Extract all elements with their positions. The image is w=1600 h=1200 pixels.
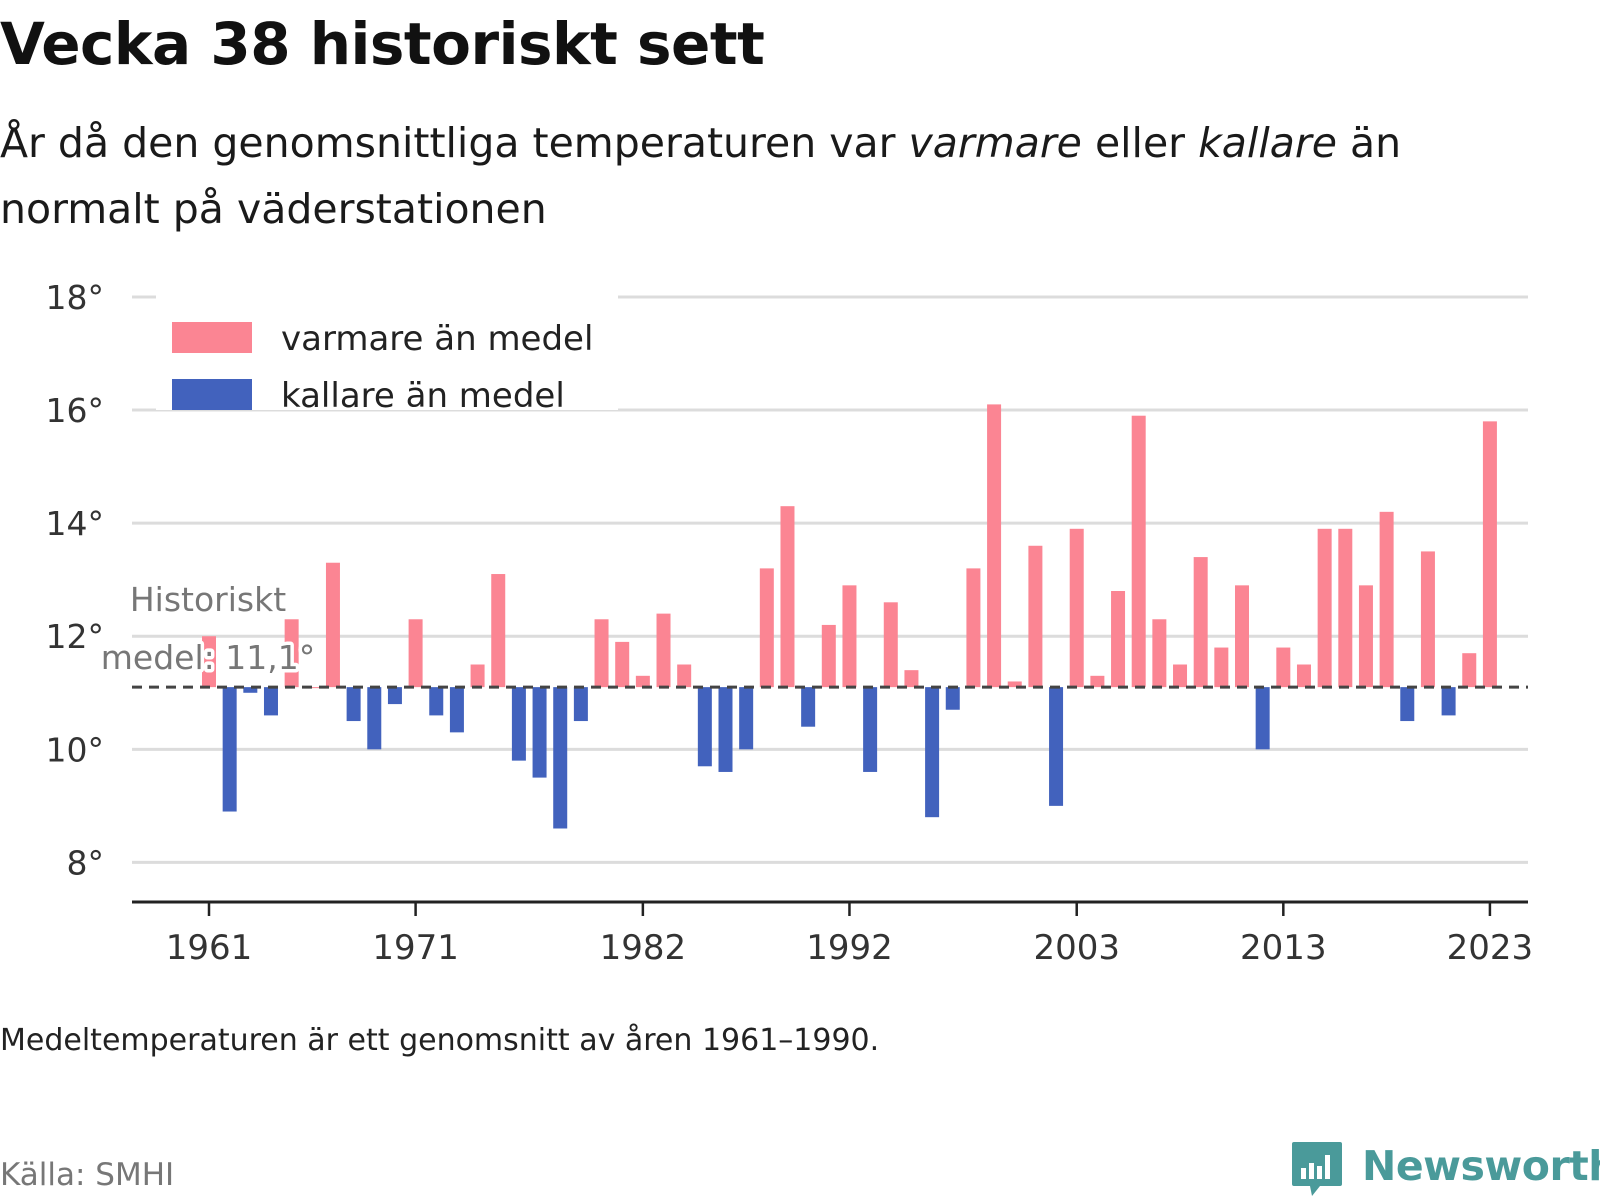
warm-bar-1992 (842, 585, 857, 688)
warm-bar-1989 (780, 506, 795, 688)
warm-bar-1999 (987, 404, 1002, 688)
legend-swatch (172, 322, 252, 353)
warm-bar-2014 (1296, 664, 1311, 688)
cold-bar-1979 (573, 687, 588, 722)
cold-bar-1962 (222, 687, 237, 812)
page-title: Vecka 38 historiskt sett (0, 10, 765, 78)
legend-swatch (172, 379, 252, 410)
warm-bar-2003 (1069, 528, 1084, 688)
y-tick-label: 12° (46, 617, 105, 656)
x-tick-label: 1971 (372, 928, 459, 968)
x-tick-label: 1961 (166, 928, 253, 968)
brand-name: Newsworthy (1362, 1142, 1600, 1190)
warm-bar-1991 (821, 624, 836, 688)
page-subtitle: År då den genomsnittliga temperaturen va… (0, 110, 1540, 242)
subtitle-text-3: än normalt på väderstationen (0, 119, 1402, 233)
cold-bar-1973 (449, 687, 464, 733)
warm-bar-2015 (1317, 528, 1332, 688)
baseline-layer: Historiskt medel: 11,1° (97, 577, 1528, 689)
cold-bar-1968 (346, 687, 361, 722)
warm-bar-2017 (1358, 585, 1373, 688)
baseline-annotation: medel: 11,1° (101, 638, 315, 677)
warm-bar-1975 (491, 574, 506, 688)
warm-bar-1983 (656, 613, 671, 688)
warm-bar-2016 (1338, 528, 1353, 688)
legend-label: kallare än medel (281, 376, 565, 416)
warm-bar-2008 (1173, 664, 1188, 688)
warm-bar-2022 (1462, 653, 1477, 688)
cold-bar-1978 (553, 687, 568, 829)
cold-bar-1990 (801, 687, 816, 727)
warm-bar-1988 (759, 568, 774, 688)
x-tick-label: 2003 (1033, 928, 1120, 968)
cold-bar-1985 (697, 687, 712, 767)
newsworthy-chart-icon (1292, 1142, 1342, 1196)
x-axis: 1961 1971 1982 1992 2003 2013 2023 (132, 900, 1534, 968)
footnote: Medeltemperaturen är ett genomsnitt av å… (0, 1023, 880, 1058)
warm-bar-1995 (904, 670, 919, 688)
warm-bar-2005 (1111, 591, 1126, 688)
cold-bar-1969 (367, 687, 382, 750)
warm-bar-1981 (615, 641, 630, 688)
x-tick-label: 2013 (1240, 928, 1327, 968)
baseline-annotation: Historiskt (130, 580, 286, 619)
legend-label: varmare än medel (281, 319, 593, 359)
y-tick-label: 16° (46, 391, 105, 430)
warm-bar-1984 (677, 664, 692, 688)
y-tick-label: 10° (46, 730, 105, 769)
subtitle-text-2: eller (1081, 119, 1199, 167)
warm-bar-2000 (1007, 681, 1022, 688)
warm-bar-2006 (1131, 415, 1146, 688)
temperature-bar-chart: 8° 10° 12° 14° 16° 18° varmare än medel kallar… (46, 280, 1534, 968)
cold-bar-1986 (718, 687, 733, 772)
warm-bar-2009 (1193, 557, 1208, 688)
cold-bar-2019 (1400, 687, 1415, 722)
warm-bar-1982 (635, 675, 650, 688)
cold-bar-1987 (739, 687, 754, 750)
warm-bar-1971 (408, 619, 423, 688)
cold-bar-1970 (387, 687, 402, 705)
warm-bar-2004 (1090, 675, 1105, 688)
y-tick-label: 8° (67, 843, 105, 882)
warm-bar-2013 (1276, 647, 1291, 688)
warm-bar-1966 (305, 687, 320, 689)
warm-bar-2011 (1235, 585, 1249, 688)
warm-bar-2023 (1482, 421, 1497, 688)
cold-bar-1963 (243, 687, 258, 693)
y-tick-label: 14° (46, 504, 105, 543)
cold-bar-1996 (925, 687, 940, 818)
source-credit: Källa: SMHI (0, 1157, 175, 1193)
warm-bar-1980 (594, 619, 609, 688)
cold-bar-2021 (1441, 687, 1456, 716)
y-tick-label: 18° (46, 280, 105, 317)
warm-bar-1967 (325, 562, 340, 688)
subtitle-warm-word: varmare (908, 119, 1082, 167)
warm-bar-2018 (1379, 511, 1394, 688)
chart-legend: varmare än medel kallare än medel (156, 294, 618, 416)
cold-bar-2002 (1049, 687, 1064, 806)
subtitle-text-1: År då den genomsnittliga temperaturen va… (0, 119, 909, 167)
cold-bar-1964 (263, 687, 278, 716)
cold-bar-1997 (945, 687, 960, 710)
warm-bar-1994 (883, 602, 898, 688)
cold-bar-1976 (511, 687, 526, 761)
x-tick-label: 2023 (1447, 928, 1534, 968)
cold-bar-2012 (1255, 687, 1270, 750)
bars-layer (202, 404, 1497, 829)
warm-bar-1965 (284, 619, 299, 688)
subtitle-cold-word: kallare (1198, 119, 1337, 167)
warm-bar-2020 (1420, 551, 1435, 688)
warm-bar-1974 (470, 664, 485, 688)
x-tick-label: 1982 (600, 928, 687, 968)
warm-bar-2007 (1152, 619, 1167, 688)
warm-bar-2001 (1028, 545, 1043, 688)
x-tick-label: 1992 (806, 928, 893, 968)
cold-bar-1977 (532, 687, 547, 778)
cold-bar-1993 (863, 687, 878, 772)
warm-bar-2010 (1214, 647, 1229, 688)
warm-bar-1961 (202, 636, 216, 688)
cold-bar-1972 (429, 687, 444, 716)
warm-bar-1998 (966, 568, 981, 688)
